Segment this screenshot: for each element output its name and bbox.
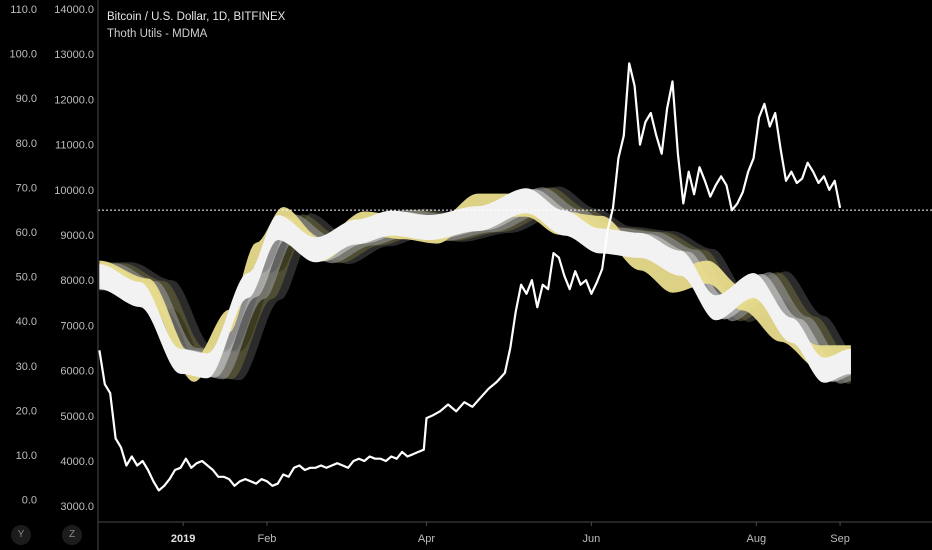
oscillator-tick-label: 80.0 — [16, 138, 37, 150]
x-tick-label: Apr — [418, 533, 435, 545]
price-tick-label: 14000.0 — [54, 4, 94, 16]
x-tick-label: Aug — [746, 533, 766, 545]
oscillator-tick-label: 90.0 — [16, 93, 37, 105]
legend-indicator-name: Thoth Utils - MDMA — [107, 28, 208, 40]
price-line — [98, 62, 842, 492]
x-tick-label: Sep — [830, 533, 850, 545]
oscillator-bands — [99, 186, 851, 384]
z-zoom-button[interactable]: Z — [62, 525, 82, 545]
price-tick-label: 4000.0 — [60, 456, 94, 468]
x-tick-label: Feb — [257, 533, 276, 545]
oscillator-tick-label: 50.0 — [16, 272, 37, 284]
price-tick-label: 6000.0 — [60, 366, 94, 378]
oscillator-tick-label: 100.0 — [9, 49, 37, 61]
price-tick-label: 8000.0 — [60, 275, 94, 287]
y-axis-button[interactable]: Y — [11, 525, 31, 545]
price-tick-label: 11000.0 — [55, 140, 94, 152]
oscillator-tick-label: 110.0 — [10, 4, 37, 16]
price-tick-label: 3000.0 — [60, 501, 94, 513]
price-tick-label: 12000.0 — [54, 94, 94, 106]
oscillator-tick-label: 70.0 — [16, 182, 37, 194]
price-tick-label: 13000.0 — [54, 49, 94, 61]
chart-legend: Bitcoin / U.S. Dollar, 1D, BITFINEX Thot… — [107, 9, 285, 43]
oscillator-tick-label: 0.0 — [22, 495, 37, 507]
legend-symbol-title: Bitcoin / U.S. Dollar, 1D, BITFINEX — [107, 11, 286, 23]
x-tick-label: Jun — [582, 533, 600, 545]
price-layer — [98, 62, 842, 492]
price-tick-label: 5000.0 — [60, 411, 94, 423]
oscillator-tick-label: 40.0 — [16, 316, 37, 328]
oscillator-tick-label: 20.0 — [16, 405, 37, 417]
white-band — [99, 188, 851, 383]
price-tick-label: 7000.0 — [60, 320, 94, 332]
price-tick-label: 10000.0 — [54, 185, 94, 197]
oscillator-tick-label: 60.0 — [16, 227, 37, 239]
x-tick-label: 2019 — [171, 533, 195, 545]
axes: 0.0 10.0 20.0 30.0 40.0 50.0 60.0 70.0 80.0 90.0 1… — [9, 0, 932, 550]
oscillator-tick-label: 10.0 — [16, 450, 37, 462]
price-tick-label: 9000.0 — [60, 230, 94, 242]
oscillator-tick-label: 30.0 — [16, 361, 37, 373]
